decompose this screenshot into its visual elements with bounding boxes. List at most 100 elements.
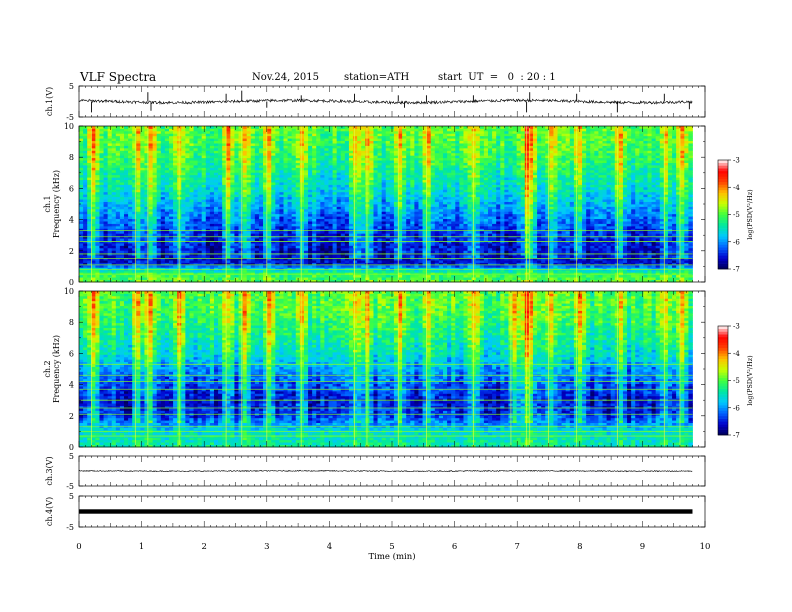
- spectrogram-cell: [516, 204, 522, 207]
- spectrogram-cell: [369, 233, 374, 237]
- spectrogram-cell: [684, 272, 689, 276]
- spectrogram-cell: [553, 279, 558, 283]
- spectrogram-cell: [541, 204, 546, 207]
- spectrogram-cell: [234, 267, 239, 271]
- spectrogram-cell: [655, 250, 661, 254]
- spectrogram-cell: [553, 243, 558, 246]
- spectrogram-cell: [655, 223, 661, 227]
- spectrogram-cell: [222, 211, 227, 215]
- spectrogram-cell: [193, 218, 199, 222]
- spectrogram-cell: [336, 250, 342, 254]
- spectrogram-cell: [312, 233, 317, 237]
- spectrogram-cell: [430, 267, 436, 271]
- spectrogram-cell: [189, 277, 194, 280]
- spectrogram-cell: [451, 272, 456, 276]
- spectrogram-cell: [586, 240, 591, 244]
- spectrogram-cell: [455, 206, 460, 210]
- spectrogram-cell: [684, 277, 689, 280]
- spectrogram-cell: [643, 274, 648, 278]
- spectrogram-cell: [618, 238, 624, 241]
- spectrogram-cell: [340, 218, 346, 222]
- spectrogram-cell: [91, 247, 96, 251]
- spectrogram-cell: [459, 230, 464, 234]
- spectrogram-cell: [672, 206, 677, 210]
- spectrogram-cell: [471, 267, 477, 271]
- spectrogram-cell: [573, 274, 579, 278]
- spectrogram-cell: [451, 206, 456, 210]
- spectrogram-cell: [565, 272, 571, 276]
- spectrogram-cell: [524, 243, 530, 246]
- spectrogram-cell: [479, 264, 485, 268]
- spectrogram-cell: [561, 257, 567, 261]
- spectrogram-cell: [479, 240, 485, 244]
- spectrogram-cell: [389, 245, 395, 249]
- spectrogram-cell: [414, 267, 419, 271]
- spectrogram-cell: [340, 245, 346, 249]
- spectrogram-cell: [663, 208, 669, 212]
- spectrogram-cell: [152, 230, 158, 234]
- spectrogram-cell: [402, 233, 407, 237]
- spectrogram-cell: [676, 211, 681, 215]
- spectrogram-cell: [279, 247, 284, 251]
- spectrogram-cell: [267, 274, 272, 278]
- spectrogram-cell: [483, 211, 489, 215]
- spectrogram-cell: [369, 228, 374, 232]
- spectrogram-cell: [303, 216, 309, 220]
- spectrogram-cell: [246, 267, 252, 271]
- spectrogram-cell: [655, 225, 661, 229]
- spectrogram-cell: [639, 267, 644, 271]
- spectrogram-cell: [283, 240, 288, 244]
- spectrogram-cell: [471, 204, 477, 207]
- spectrogram-cell: [332, 206, 338, 210]
- spectrogram-cell: [148, 274, 154, 278]
- spectrogram-cell: [140, 211, 145, 215]
- spectrogram-cell: [443, 245, 448, 249]
- spectrogram-cell: [398, 201, 403, 205]
- spectrogram-cell: [275, 230, 280, 234]
- spectrogram-cell: [655, 221, 661, 224]
- spectrogram-cell: [500, 208, 505, 212]
- spectrogram-cell: [234, 250, 239, 254]
- spectrogram-cell: [561, 221, 567, 224]
- spectrogram-cell: [328, 221, 333, 224]
- spectrogram-cell: [553, 208, 558, 212]
- spectrogram-cell: [332, 218, 338, 222]
- spectrogram-cell: [303, 247, 309, 251]
- spectrogram-cell: [606, 262, 612, 266]
- spectrogram-cell: [582, 279, 587, 283]
- spectrogram-cell: [381, 264, 387, 268]
- spectrogram-cell: [168, 223, 174, 227]
- spectrogram-cell: [332, 228, 338, 232]
- spectrogram-cell: [361, 223, 366, 227]
- spectrogram-cell: [340, 262, 346, 266]
- spectrogram-cell: [430, 218, 436, 222]
- spectrogram-cell: [119, 218, 125, 222]
- spectrogram-cell: [602, 277, 607, 280]
- spectrogram-cell: [594, 221, 599, 224]
- spectrogram-cell: [402, 230, 407, 234]
- spectrogram-cell: [479, 201, 485, 205]
- spectrogram-cell: [479, 274, 485, 278]
- spectrogram-cell: [144, 247, 149, 251]
- spectrogram-cell: [238, 262, 243, 266]
- spectrogram-cell: [91, 262, 96, 266]
- spectrogram-cell: [500, 225, 505, 229]
- spectrogram-cell: [684, 223, 689, 227]
- spectrogram-cell: [365, 216, 370, 220]
- spectrogram-cell: [459, 208, 464, 212]
- spectrogram-cell: [263, 247, 268, 251]
- spectrogram-cell: [561, 228, 567, 232]
- spectrogram-cell: [136, 201, 141, 205]
- spectrogram-cell: [275, 255, 280, 259]
- spectrogram-cell: [164, 274, 170, 278]
- spectrogram-cell: [164, 221, 170, 224]
- spectrogram-cell: [353, 260, 358, 263]
- spectrogram-cell: [569, 262, 575, 266]
- spectrogram-cell: [95, 277, 100, 280]
- spectrogram-cell: [655, 201, 661, 205]
- spectrogram-cell: [537, 279, 542, 283]
- spectrogram-cell: [516, 238, 522, 241]
- spectrogram-cell: [618, 262, 624, 266]
- spectrogram-cell: [577, 206, 583, 210]
- spectrogram-cell: [181, 218, 186, 222]
